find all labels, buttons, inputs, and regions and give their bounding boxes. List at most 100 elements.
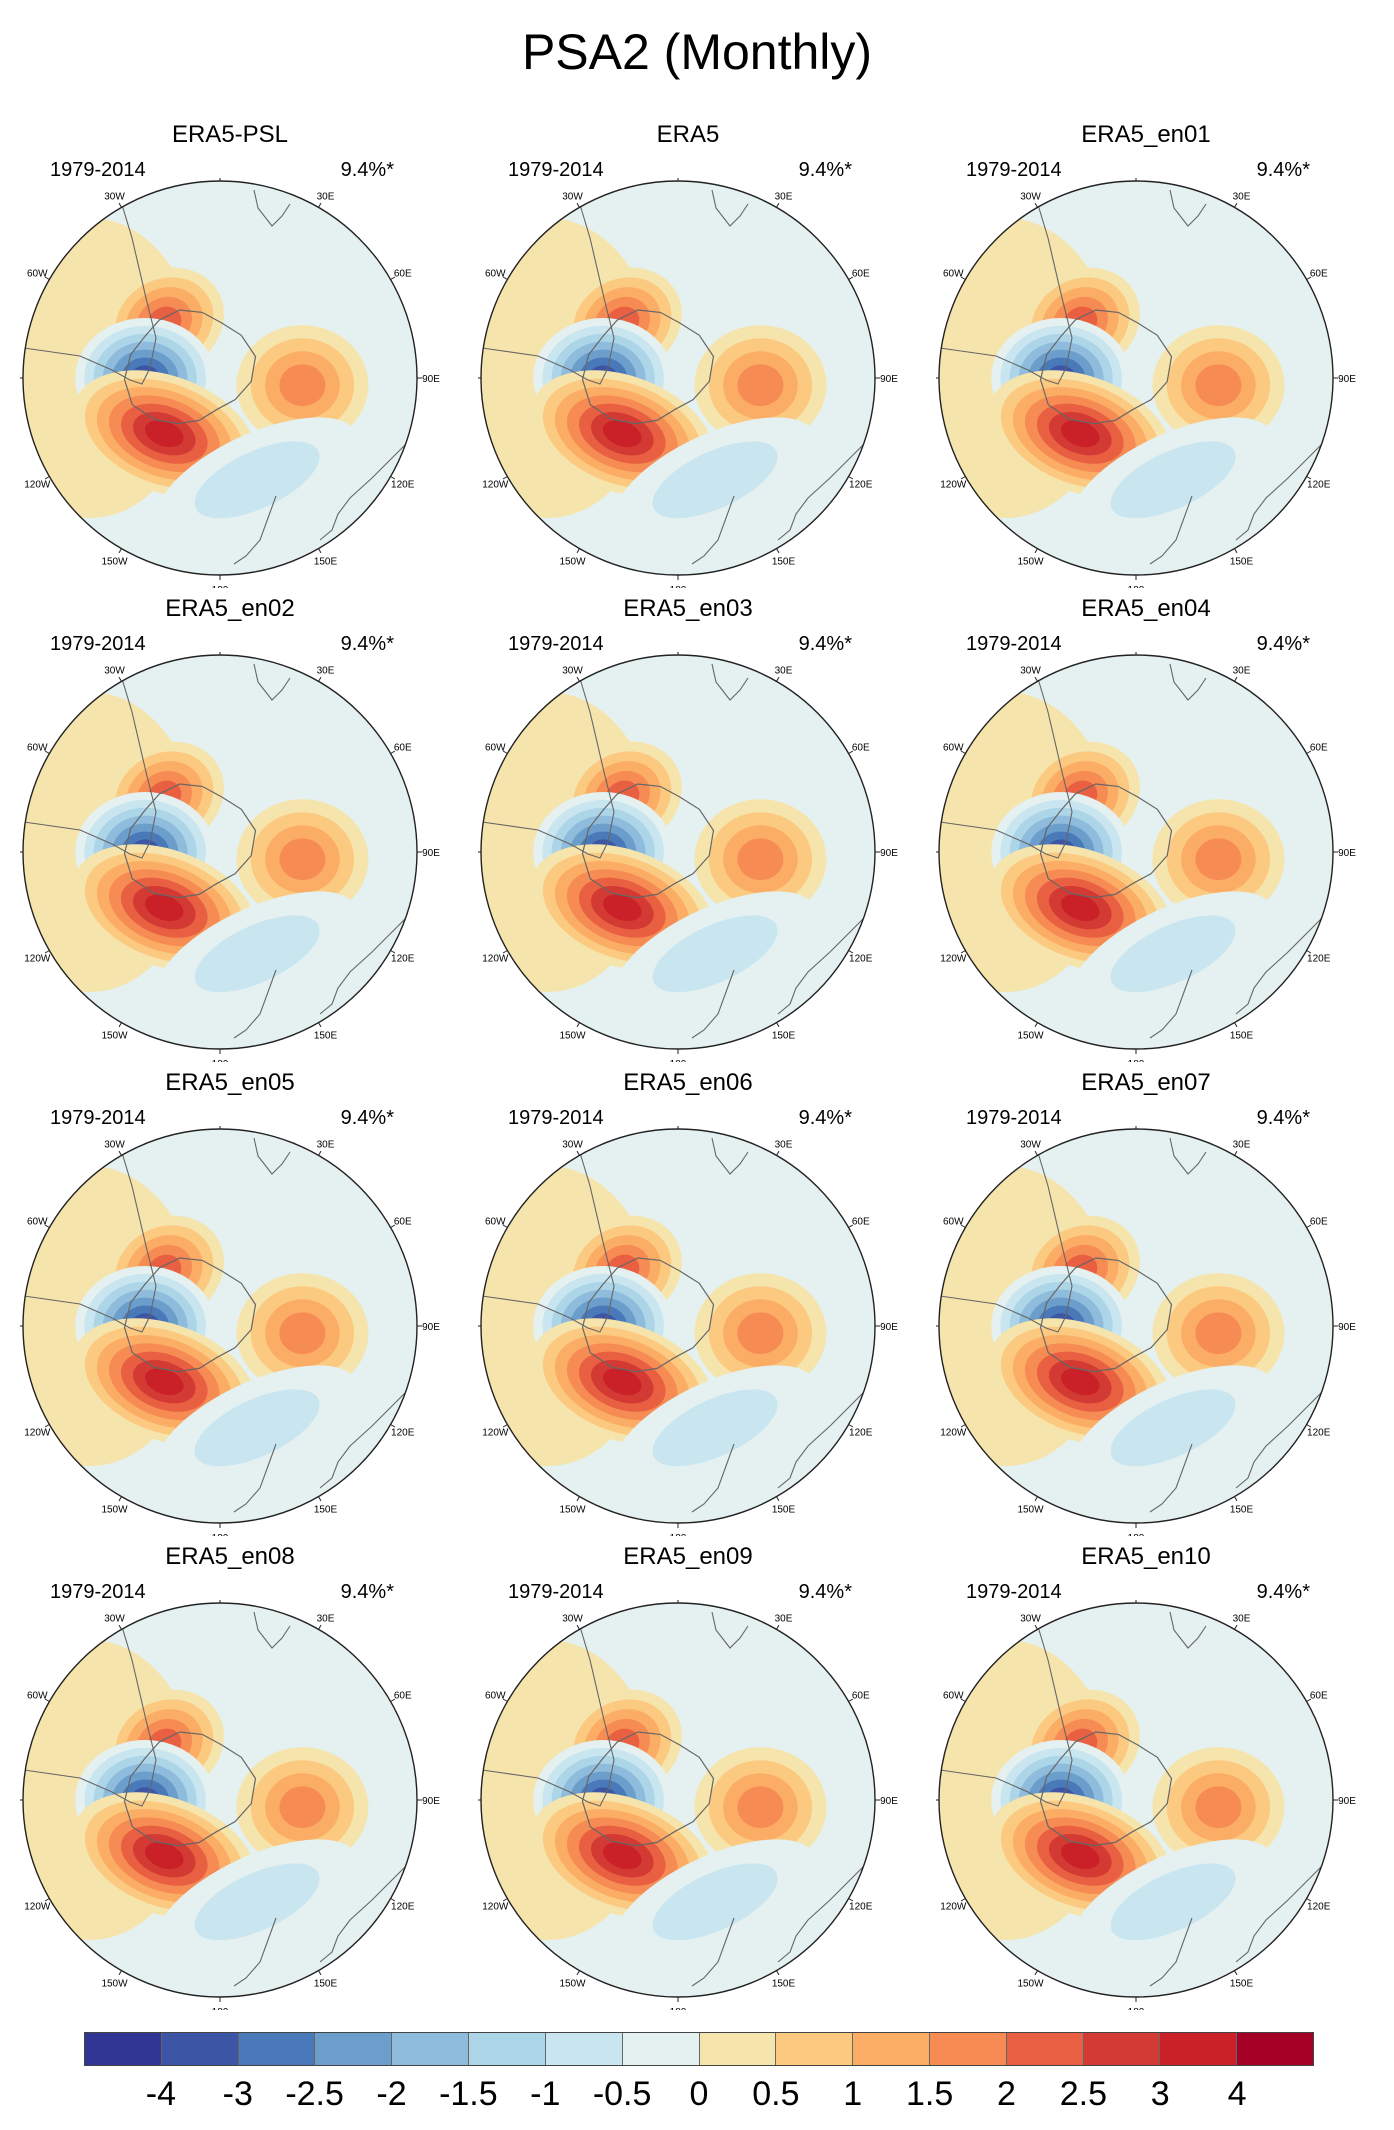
antarctica-coastline (581, 1731, 715, 1847)
colorbar-tick-label: 0.5 (752, 2075, 800, 2113)
new-zealand-coastline (691, 969, 735, 1039)
longitude-tick (1306, 1898, 1312, 1902)
new-zealand-coastline (691, 1917, 735, 1987)
longitude-tick (776, 548, 780, 554)
longitude-label: 60W (943, 743, 964, 754)
longitude-tick (44, 1224, 50, 1228)
longitude-tick (118, 1624, 122, 1630)
new-zealand-coastline (691, 1443, 735, 1513)
new-zealand-coastline (1149, 495, 1193, 565)
longitude-tick (776, 1970, 780, 1976)
south-america-coastline (481, 197, 615, 385)
australia-coastline (1235, 911, 1329, 1015)
antarctica-coastline (123, 1257, 257, 1373)
panel-variance: 9.4%* (340, 1107, 394, 1129)
polar-map: 030E60E90E120E150E180150W120W90W60W30W (478, 1126, 898, 1536)
longitude-label: 60E (1310, 1691, 1328, 1702)
longitude-tick (1034, 1022, 1038, 1028)
longitude-tick (502, 476, 508, 480)
longitude-tick (776, 1496, 780, 1502)
contour-fill (1110, 1389, 1236, 1467)
longitude-tick (960, 1224, 966, 1228)
contour-fill (737, 838, 784, 881)
longitude-label: 30W (104, 191, 125, 202)
longitude-tick (502, 750, 508, 754)
longitude-tick (848, 1224, 854, 1228)
longitude-tick (502, 1224, 508, 1228)
longitude-tick (1034, 202, 1038, 208)
africa-coastline (711, 189, 749, 227)
antarctica-coastline (1039, 309, 1173, 425)
longitude-tick (1306, 1424, 1312, 1428)
contour-fill (737, 364, 784, 407)
longitude-label: 30W (562, 191, 583, 202)
longitude-label: 30W (1020, 665, 1041, 676)
longitude-label: 30E (317, 1139, 335, 1150)
longitude-label: 150W (1017, 557, 1044, 568)
colorbar-box (85, 2033, 162, 2065)
colorbar-box (1160, 2033, 1238, 2065)
longitude-label: 180 (1128, 1059, 1145, 1062)
contour-fill (667, 217, 763, 265)
longitude-label: 120W (24, 480, 51, 491)
longitude-label: 120W (940, 480, 967, 491)
map-panel: ERA5_en061979-20149.4%*030E60E90E120E150… (478, 1068, 898, 1538)
antarctica-coastline (1039, 1257, 1173, 1373)
colorbar-tick-label: 3 (1150, 2075, 1170, 2113)
contour-fill (603, 894, 642, 922)
longitude-label: 90E (880, 1796, 898, 1807)
contour-fill (667, 1639, 763, 1687)
longitude-label: 90E (1338, 1322, 1356, 1333)
panel-period: 1979-2014 (966, 159, 1062, 181)
colorbar-box (315, 2033, 393, 2065)
longitude-tick (1306, 750, 1312, 754)
longitude-label: 60E (1310, 269, 1328, 280)
contour-fill (209, 217, 305, 265)
longitude-label: 150W (101, 557, 128, 568)
longitude-label: 150W (101, 1505, 128, 1516)
contour-fill (1061, 420, 1100, 448)
longitude-tick (776, 1150, 780, 1156)
australia-coastline (319, 1859, 413, 1963)
polar-map: 030E60E90E120E150E180150W120W90W60W30W (20, 1126, 440, 1536)
south-america-coastline (23, 1619, 157, 1807)
longitude-label: 120W (24, 954, 51, 965)
longitude-label: 120E (1307, 480, 1331, 491)
longitude-label: 150W (101, 1031, 128, 1042)
colorbar-tick-label: 1.5 (905, 2075, 954, 2113)
antarctica-coastline (581, 783, 715, 899)
longitude-tick (1234, 548, 1238, 554)
longitude-label: 30E (775, 1139, 793, 1150)
map-panel: ERA5-PSL1979-20149.4%*030E60E90E120E150E… (20, 120, 440, 590)
colorbar-tick-label: -4 (145, 2075, 176, 2113)
contour-fill (1125, 1639, 1221, 1687)
longitude-tick (390, 1424, 396, 1428)
africa-coastline (1169, 1611, 1207, 1649)
longitude-label: 150E (772, 1979, 796, 1990)
longitude-label: 150W (1017, 1979, 1044, 1990)
panel-title: ERA5_en02 (165, 595, 295, 622)
longitude-tick (1306, 276, 1312, 280)
panel-period: 1979-2014 (508, 1107, 604, 1129)
longitude-tick (390, 950, 396, 954)
panel-title: ERA5-PSL (171, 121, 289, 148)
longitude-label: 60E (852, 269, 870, 280)
polar-map: 030E60E90E120E150E180150W120W90W60W30W (478, 178, 898, 588)
south-america-coastline (481, 1145, 615, 1333)
longitude-label: 60W (27, 269, 48, 280)
longitude-label: 150W (101, 1979, 128, 1990)
longitude-label: 30E (1233, 191, 1251, 202)
longitude-label: 90E (422, 374, 440, 385)
contour-fill (603, 1368, 642, 1396)
longitude-label: 60E (394, 743, 412, 754)
south-america-coastline (481, 1619, 615, 1807)
colorbar-box (929, 2033, 1007, 2065)
map-panel: ERA5_en011979-20149.4%*030E60E90E120E150… (936, 120, 1356, 590)
south-america-coastline (23, 1145, 157, 1333)
longitude-label: 120W (482, 954, 509, 965)
longitude-label: 60W (943, 1691, 964, 1702)
panel-period: 1979-2014 (50, 1581, 146, 1603)
longitude-label: 30E (775, 191, 793, 202)
antarctica-coastline (581, 309, 715, 425)
